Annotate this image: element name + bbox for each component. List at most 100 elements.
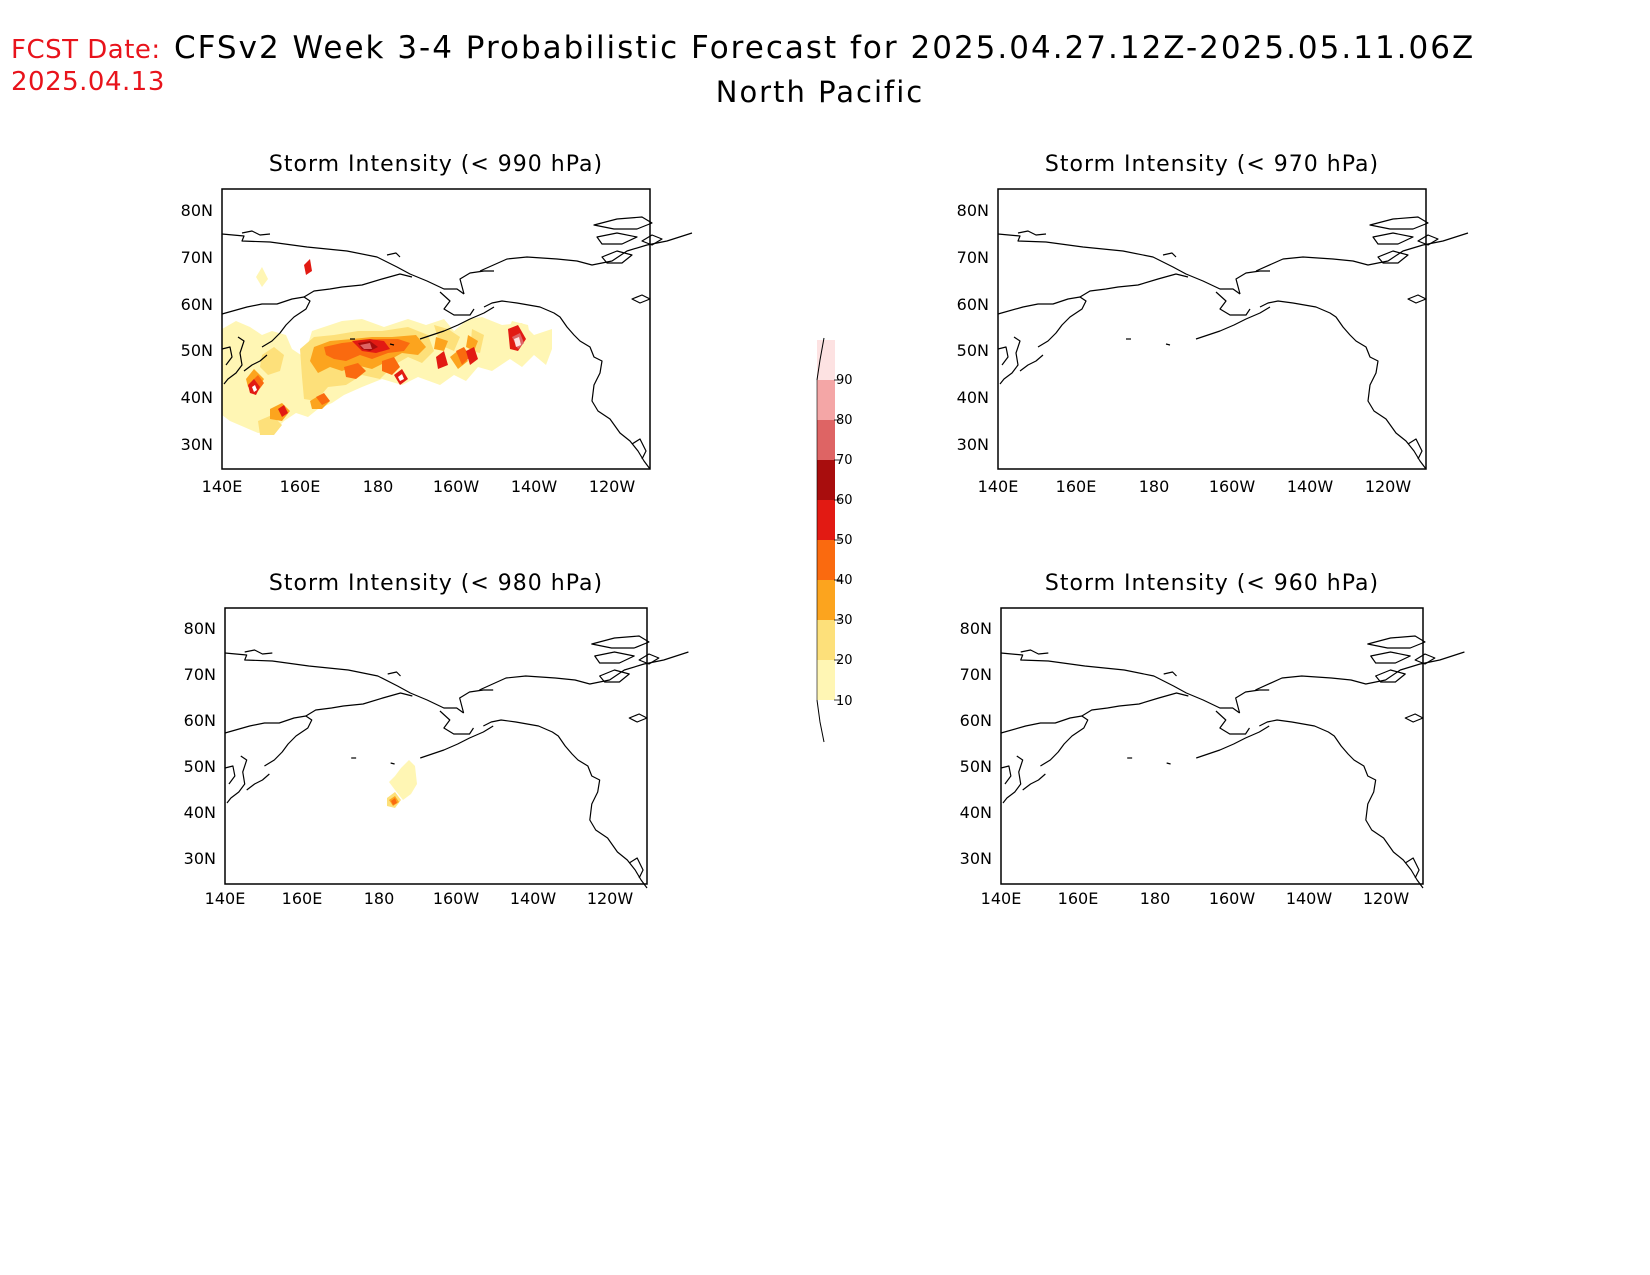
lon-label-140w: 140W xyxy=(510,889,557,908)
lat-label-30n: 30N xyxy=(181,435,213,454)
lon-label-160e: 160E xyxy=(1056,477,1097,496)
lat-label-50n: 50N xyxy=(957,341,989,360)
lat-label-30n: 30N xyxy=(960,849,992,868)
lat-label-40n: 40N xyxy=(957,388,989,407)
lat-label-70n: 70N xyxy=(957,248,989,267)
colorbar-bottom-cap xyxy=(816,699,825,743)
colorbar-label-20: 20 xyxy=(836,653,853,668)
coastline xyxy=(997,216,1469,470)
lon-label-180: 180 xyxy=(364,889,395,908)
lon-label-160w: 160W xyxy=(433,477,480,496)
colorbar-label-30: 30 xyxy=(836,613,853,628)
lon-label-140e: 140E xyxy=(205,889,246,908)
colorbar-swatch-70 xyxy=(817,420,835,460)
colorbar-swatch-60 xyxy=(817,460,835,500)
colorbar-label-90: 90 xyxy=(836,373,853,388)
probability-shading xyxy=(387,760,417,808)
lon-label-160w: 160W xyxy=(1209,889,1256,908)
lon-label-120w: 120W xyxy=(1363,889,1410,908)
forecast-date-value: 2025.04.13 xyxy=(11,67,165,97)
lat-label-40n: 40N xyxy=(181,388,213,407)
lon-label-120w: 120W xyxy=(589,477,636,496)
colorbar-swatch-10 xyxy=(817,660,835,700)
forecast-date-label: FCST Date: xyxy=(11,35,161,65)
lon-tick-labels: 140E 160E 180 160W 140W 120W xyxy=(202,477,636,496)
panel-980-title: Storm Intensity (< 980 hPa) xyxy=(269,571,603,596)
colorbar-label-40: 40 xyxy=(836,573,853,588)
lon-tick-labels: 140E 160E 180 160W 140W 120W xyxy=(978,477,1412,496)
lon-label-140e: 140E xyxy=(981,889,1022,908)
lon-label-180: 180 xyxy=(1139,477,1170,496)
lat-label-80n: 80N xyxy=(960,619,992,638)
panel-980: Storm Intensity (< 980 hPa) 80N 70N 60N … xyxy=(184,571,690,908)
region-subtitle: North Pacific xyxy=(715,75,925,109)
lon-label-180: 180 xyxy=(1140,889,1171,908)
lon-label-140w: 140W xyxy=(1287,477,1334,496)
colorbar: 90 80 70 60 50 40 30 20 10 xyxy=(816,337,853,743)
lat-label-70n: 70N xyxy=(181,248,213,267)
lon-label-160w: 160W xyxy=(1209,477,1256,496)
panel-970-title: Storm Intensity (< 970 hPa) xyxy=(1045,152,1379,177)
panel-970: Storm Intensity (< 970 hPa) 80N 70N 60N … xyxy=(957,152,1469,496)
colorbar-label-60: 60 xyxy=(836,493,853,508)
lon-label-140w: 140W xyxy=(1286,889,1333,908)
lon-label-180: 180 xyxy=(363,477,394,496)
lat-label-50n: 50N xyxy=(184,757,216,776)
map-frame xyxy=(224,607,648,885)
lon-label-160e: 160E xyxy=(1058,889,1099,908)
coastline xyxy=(224,635,690,889)
lat-label-60n: 60N xyxy=(957,295,989,314)
lat-label-60n: 60N xyxy=(184,711,216,730)
panel-960: Storm Intensity (< 960 hPa) 80N 70N 60N … xyxy=(960,571,1466,908)
colorbar-swatch-40 xyxy=(817,540,835,580)
lat-label-80n: 80N xyxy=(184,619,216,638)
panel-990-title: Storm Intensity (< 990 hPa) xyxy=(269,152,603,177)
lat-label-60n: 60N xyxy=(181,295,213,314)
lat-label-50n: 50N xyxy=(181,341,213,360)
lat-tick-labels: 80N 70N 60N 50N 40N 30N xyxy=(957,201,989,454)
main-title: CFSv2 Week 3-4 Probabilistic Forecast fo… xyxy=(174,30,1476,66)
lat-label-60n: 60N xyxy=(960,711,992,730)
lat-label-70n: 70N xyxy=(960,665,992,684)
lat-label-70n: 70N xyxy=(184,665,216,684)
lat-tick-labels: 80N 70N 60N 50N 40N 30N xyxy=(181,201,213,454)
lon-tick-labels: 140E 160E 180 160W 140W 120W xyxy=(981,889,1410,908)
lon-label-140w: 140W xyxy=(511,477,558,496)
lat-label-30n: 30N xyxy=(184,849,216,868)
panel-990: Storm Intensity (< 990 hPa) xyxy=(181,152,693,496)
forecast-date-block: FCST Date: 2025.04.13 xyxy=(11,34,165,98)
lat-label-30n: 30N xyxy=(957,435,989,454)
lon-label-140e: 140E xyxy=(202,477,243,496)
colorbar-swatch-30 xyxy=(817,580,835,620)
lon-label-140e: 140E xyxy=(978,477,1019,496)
lat-label-80n: 80N xyxy=(957,201,989,220)
coastline xyxy=(1000,635,1466,889)
colorbar-swatch-50 xyxy=(817,500,835,540)
lat-tick-labels: 80N 70N 60N 50N 40N 30N xyxy=(960,619,992,868)
map-frame xyxy=(221,188,651,470)
lat-label-80n: 80N xyxy=(181,201,213,220)
probability-shading xyxy=(222,259,552,435)
lon-label-160e: 160E xyxy=(282,889,323,908)
lon-label-120w: 120W xyxy=(587,889,634,908)
colorbar-label-80: 80 xyxy=(836,413,853,428)
colorbar-swatches xyxy=(817,340,841,701)
map-frame xyxy=(1000,607,1424,885)
colorbar-label-50: 50 xyxy=(836,533,853,548)
lat-tick-labels: 80N 70N 60N 50N 40N 30N xyxy=(184,619,216,868)
lon-tick-labels: 140E 160E 180 160W 140W 120W xyxy=(205,889,634,908)
lon-label-160e: 160E xyxy=(280,477,321,496)
lat-label-40n: 40N xyxy=(960,803,992,822)
colorbar-label-10: 10 xyxy=(836,694,853,709)
lon-label-160w: 160W xyxy=(433,889,480,908)
colorbar-swatch-20 xyxy=(817,620,835,660)
colorbar-top-cap xyxy=(816,337,825,381)
colorbar-swatch-80 xyxy=(817,380,835,420)
panel-960-title: Storm Intensity (< 960 hPa) xyxy=(1045,571,1379,596)
colorbar-labels: 90 80 70 60 50 40 30 20 10 xyxy=(836,373,853,709)
colorbar-label-70: 70 xyxy=(836,453,853,468)
lat-label-40n: 40N xyxy=(184,803,216,822)
map-frame xyxy=(997,188,1427,470)
lon-label-120w: 120W xyxy=(1365,477,1412,496)
